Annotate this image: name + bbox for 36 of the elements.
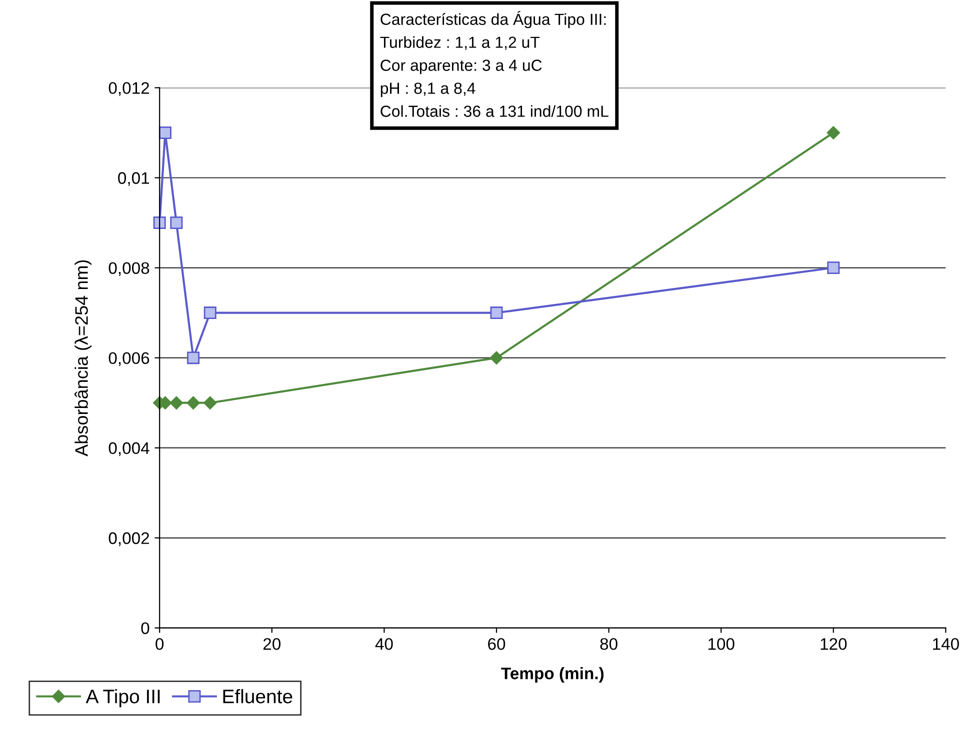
text: Características da Água Tipo III:: [380, 10, 606, 28]
y-axis-title: Absorbância (λ=254 nm): [74, 260, 92, 456]
point: [153, 216, 166, 230]
x-axis-title: Tempo (min.): [501, 667, 604, 683]
text: Cor aparente: 3 a 4 uC: [380, 60, 542, 74]
x-tick-label: 100: [708, 638, 734, 650]
point: [170, 216, 183, 230]
point: [490, 351, 504, 364]
y-tick-label: 0,006: [108, 352, 150, 366]
text: Turbidez : 1,1 a 1,2 uT: [380, 36, 540, 50]
x-tick-label: 40: [375, 638, 393, 650]
point: [186, 396, 200, 410]
annotation: pH : 8,1 a 8,4: [380, 82, 476, 98]
y-tick-label: 0,012: [108, 82, 150, 96]
y-tick-label: 0,01: [118, 172, 150, 186]
legend-label: A Tipo III: [86, 689, 160, 708]
x-tick-label: 80: [600, 638, 618, 650]
point: [204, 306, 216, 320]
point: [187, 352, 200, 364]
annotation: Col.Totais : 36 a 131 ind/100 mL: [380, 105, 608, 117]
point: [827, 262, 840, 274]
point: [158, 126, 172, 139]
point: [170, 396, 184, 410]
x-tick-label: 140: [933, 638, 959, 650]
point: [204, 396, 217, 410]
x-tick-label: 20: [263, 638, 280, 650]
point: [490, 306, 503, 320]
x-tick-label: 60: [488, 638, 506, 650]
point: [826, 126, 840, 140]
y-tick-label: 0: [141, 622, 150, 634]
y-tick-label: 0,002: [108, 532, 150, 546]
x-tick-label: 120: [820, 638, 847, 650]
y-tick-label: 0,008: [108, 262, 150, 276]
x-tick-label: 0: [156, 638, 164, 650]
legend-label: Efluente: [223, 689, 292, 704]
y-tick-label: 0,004: [108, 442, 150, 456]
